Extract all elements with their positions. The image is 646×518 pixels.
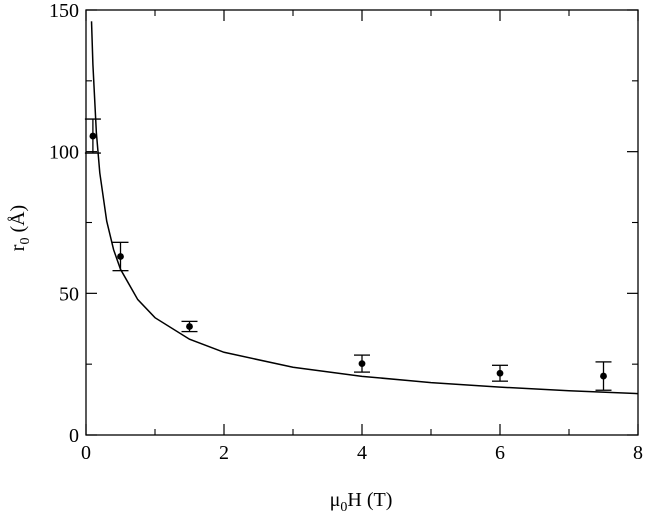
y-tick-label: 100 [49,142,79,164]
x-axis-label-rest: H (T) [347,489,392,511]
error-bars [84,118,612,391]
x-tick-label: 2 [219,442,229,464]
fit-curve [90,21,639,395]
x-tick-label: 0 [81,442,91,464]
axis-ticks [85,9,639,436]
y-axis-label-sub: 0 [18,238,33,245]
x-axis-label-sub: 0 [340,500,347,515]
data-point [600,372,607,380]
y-tick-label: 150 [49,0,79,22]
data-point [496,369,504,377]
data-point [186,323,193,330]
x-tick-label: 4 [357,442,367,464]
y-axis-label: r0 (Å) [7,205,33,251]
y-axis-label-main: r [7,244,29,251]
x-axis-label: μ0H (T) [330,489,393,515]
y-tick-label: 50 [59,283,79,305]
data-point [89,132,97,140]
x-axis-label-main: μ [330,489,341,511]
x-tick-label: 6 [495,442,505,464]
y-axis-label-rest: (Å) [7,205,29,238]
data-point [358,360,366,367]
y-tick-label: 0 [69,425,79,447]
tick-labels: 0 2 4 6 8 0 50 100 150 [49,0,643,464]
data-points [89,132,607,380]
x-tick-label: 8 [633,442,643,464]
fit-curve-group [90,21,639,395]
data-point [117,253,124,260]
